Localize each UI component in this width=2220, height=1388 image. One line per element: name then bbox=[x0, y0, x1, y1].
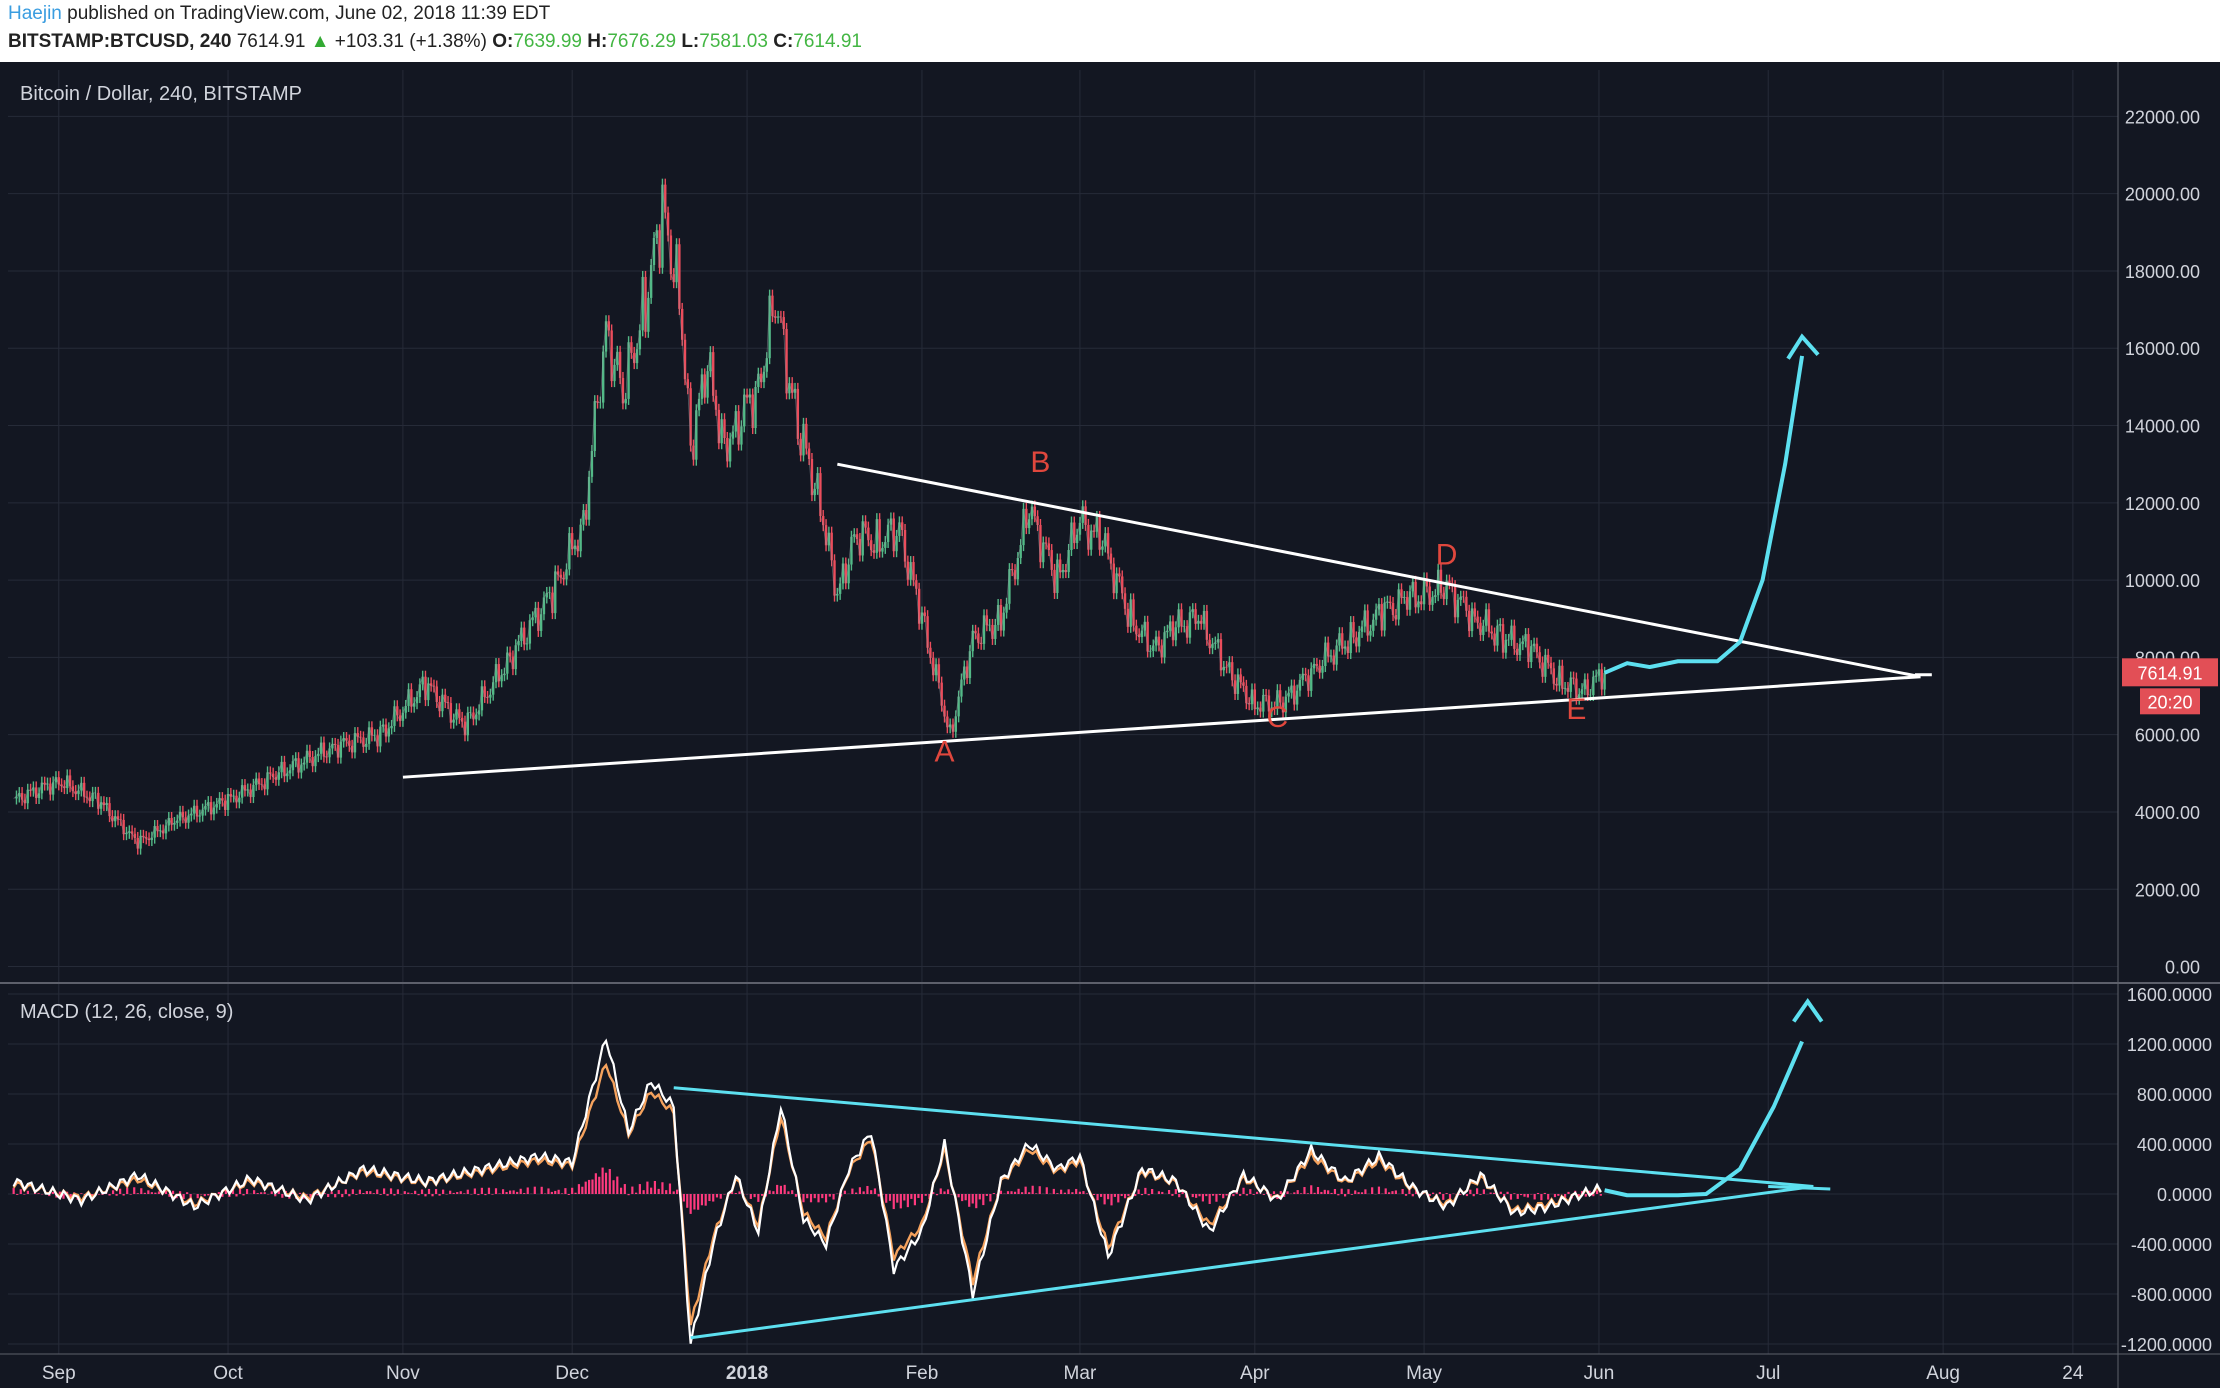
macd-y-tick-label: -400.0000 bbox=[2131, 1235, 2212, 1255]
x-tick-label: Nov bbox=[386, 1363, 420, 1384]
high-value: 7676.29 bbox=[607, 31, 677, 52]
close-value: 7614.91 bbox=[793, 31, 862, 52]
price-y-tick-label: 12000.00 bbox=[2125, 494, 2200, 514]
x-tick-label: Apr bbox=[1240, 1363, 1270, 1384]
price-y-tick-label: 22000.00 bbox=[2125, 107, 2200, 127]
macd-apex-tick bbox=[1768, 1185, 1831, 1191]
x-tick-label: 24 bbox=[2062, 1363, 2084, 1384]
projection-arrowhead bbox=[1786, 333, 1820, 360]
publish-line: Haejin published on TradingView.com, Jun… bbox=[8, 2, 550, 26]
x-tick-label: Jul bbox=[1756, 1363, 1780, 1384]
x-tick-label: Sep bbox=[42, 1363, 76, 1384]
price-y-tick-label: 18000.00 bbox=[2125, 262, 2200, 282]
x-tick-label: Oct bbox=[213, 1363, 243, 1384]
macd-y-tick-label: 800.0000 bbox=[2137, 1085, 2212, 1105]
header: Haejin published on TradingView.com, Jun… bbox=[0, 0, 2220, 62]
price-chart-title: Bitcoin / Dollar, 240, BITSTAMP bbox=[20, 83, 302, 105]
wave-label-b: B bbox=[1030, 446, 1050, 479]
chart-area[interactable]: A B C D E 0.002000.004000.006000.008000.0010… bbox=[0, 62, 2220, 1388]
macd-projection-arrowhead bbox=[1792, 998, 1824, 1023]
price-y-tick-label: 0.00 bbox=[2165, 958, 2200, 978]
symbol-label: BITSTAMP:BTCUSD, 240 bbox=[8, 31, 232, 52]
lower-trendline bbox=[402, 675, 1921, 779]
x-tick-label: Dec bbox=[555, 1363, 589, 1384]
annotations: A B C D E bbox=[402, 333, 1932, 779]
wave-label-d: D bbox=[1436, 539, 1458, 572]
x-tick-label: 2018 bbox=[726, 1363, 768, 1384]
macd-lines bbox=[12, 998, 1831, 1344]
price-line bbox=[13, 184, 1605, 849]
symbol-line: BITSTAMP:BTCUSD, 240 7614.91 ▲ +103.31 (… bbox=[8, 30, 862, 54]
x-tick-label: Aug bbox=[1926, 1363, 1960, 1384]
macd-lower-trendline bbox=[690, 1185, 1814, 1340]
published-text: published on TradingView.com, June 02, 2… bbox=[67, 3, 551, 24]
macd-y-tick-label: 1600.0000 bbox=[2127, 985, 2212, 1005]
high-label: H: bbox=[587, 31, 608, 52]
macd-upper-trendline bbox=[673, 1086, 1814, 1188]
x-tick-label: Mar bbox=[1064, 1363, 1097, 1384]
x-tick-label: Jun bbox=[1584, 1363, 1615, 1384]
macd-y-tick-label: 1200.0000 bbox=[2127, 1035, 2212, 1055]
price-y-tick-label: 2000.00 bbox=[2135, 880, 2200, 900]
macd-y-tick-label: -800.0000 bbox=[2131, 1285, 2212, 1305]
chart-background bbox=[0, 62, 2220, 1388]
countdown-label: 20:20 bbox=[2147, 692, 2192, 712]
x-tick-label: Feb bbox=[906, 1363, 939, 1384]
projection-path bbox=[1603, 355, 1805, 675]
last-price-label: 7614.91 bbox=[2137, 663, 2202, 683]
price-y-tick-label: 6000.00 bbox=[2135, 726, 2200, 746]
price-y-tick-label: 10000.00 bbox=[2125, 571, 2200, 591]
open-value: 7639.99 bbox=[513, 31, 582, 52]
x-tick-label: May bbox=[1406, 1363, 1442, 1384]
last-price-box bbox=[2122, 658, 2218, 687]
macd-line bbox=[12, 1038, 1602, 1344]
macd-projection-path bbox=[1604, 1040, 1804, 1198]
last-price: 7614.91 bbox=[236, 31, 306, 52]
author-link[interactable]: Haejin bbox=[8, 3, 62, 24]
change-value: +103.31 (+1.38%) bbox=[334, 31, 487, 52]
wave-label-a: A bbox=[935, 736, 955, 769]
macd-y-tick-label: -1200.0000 bbox=[2121, 1335, 2212, 1355]
macd-histogram bbox=[12, 1167, 1602, 1214]
close-label: C: bbox=[773, 31, 794, 52]
macd-y-tick-label: 0.0000 bbox=[2157, 1185, 2212, 1205]
open-label: O: bbox=[492, 31, 514, 52]
low-value: 7581.03 bbox=[699, 31, 768, 52]
price-y-tick-label: 16000.00 bbox=[2125, 339, 2200, 359]
wave-label-c: C bbox=[1267, 701, 1289, 734]
wave-label-e: E bbox=[1566, 693, 1586, 726]
price-y-tick-label: 14000.00 bbox=[2125, 417, 2200, 437]
low-label: L: bbox=[681, 31, 700, 52]
change-arrow: ▲ bbox=[310, 31, 330, 52]
grid bbox=[8, 70, 2118, 1354]
axes: 0.002000.004000.006000.008000.0010000.00… bbox=[0, 62, 2220, 1388]
macd-chart-title: MACD (12, 26, close, 9) bbox=[20, 1001, 233, 1023]
countdown-box bbox=[2140, 688, 2200, 715]
price-series bbox=[13, 178, 1606, 855]
price-y-tick-label: 4000.00 bbox=[2135, 803, 2200, 823]
macd-y-tick-label: 400.0000 bbox=[2137, 1135, 2212, 1155]
price-y-tick-label: 20000.00 bbox=[2125, 185, 2200, 205]
